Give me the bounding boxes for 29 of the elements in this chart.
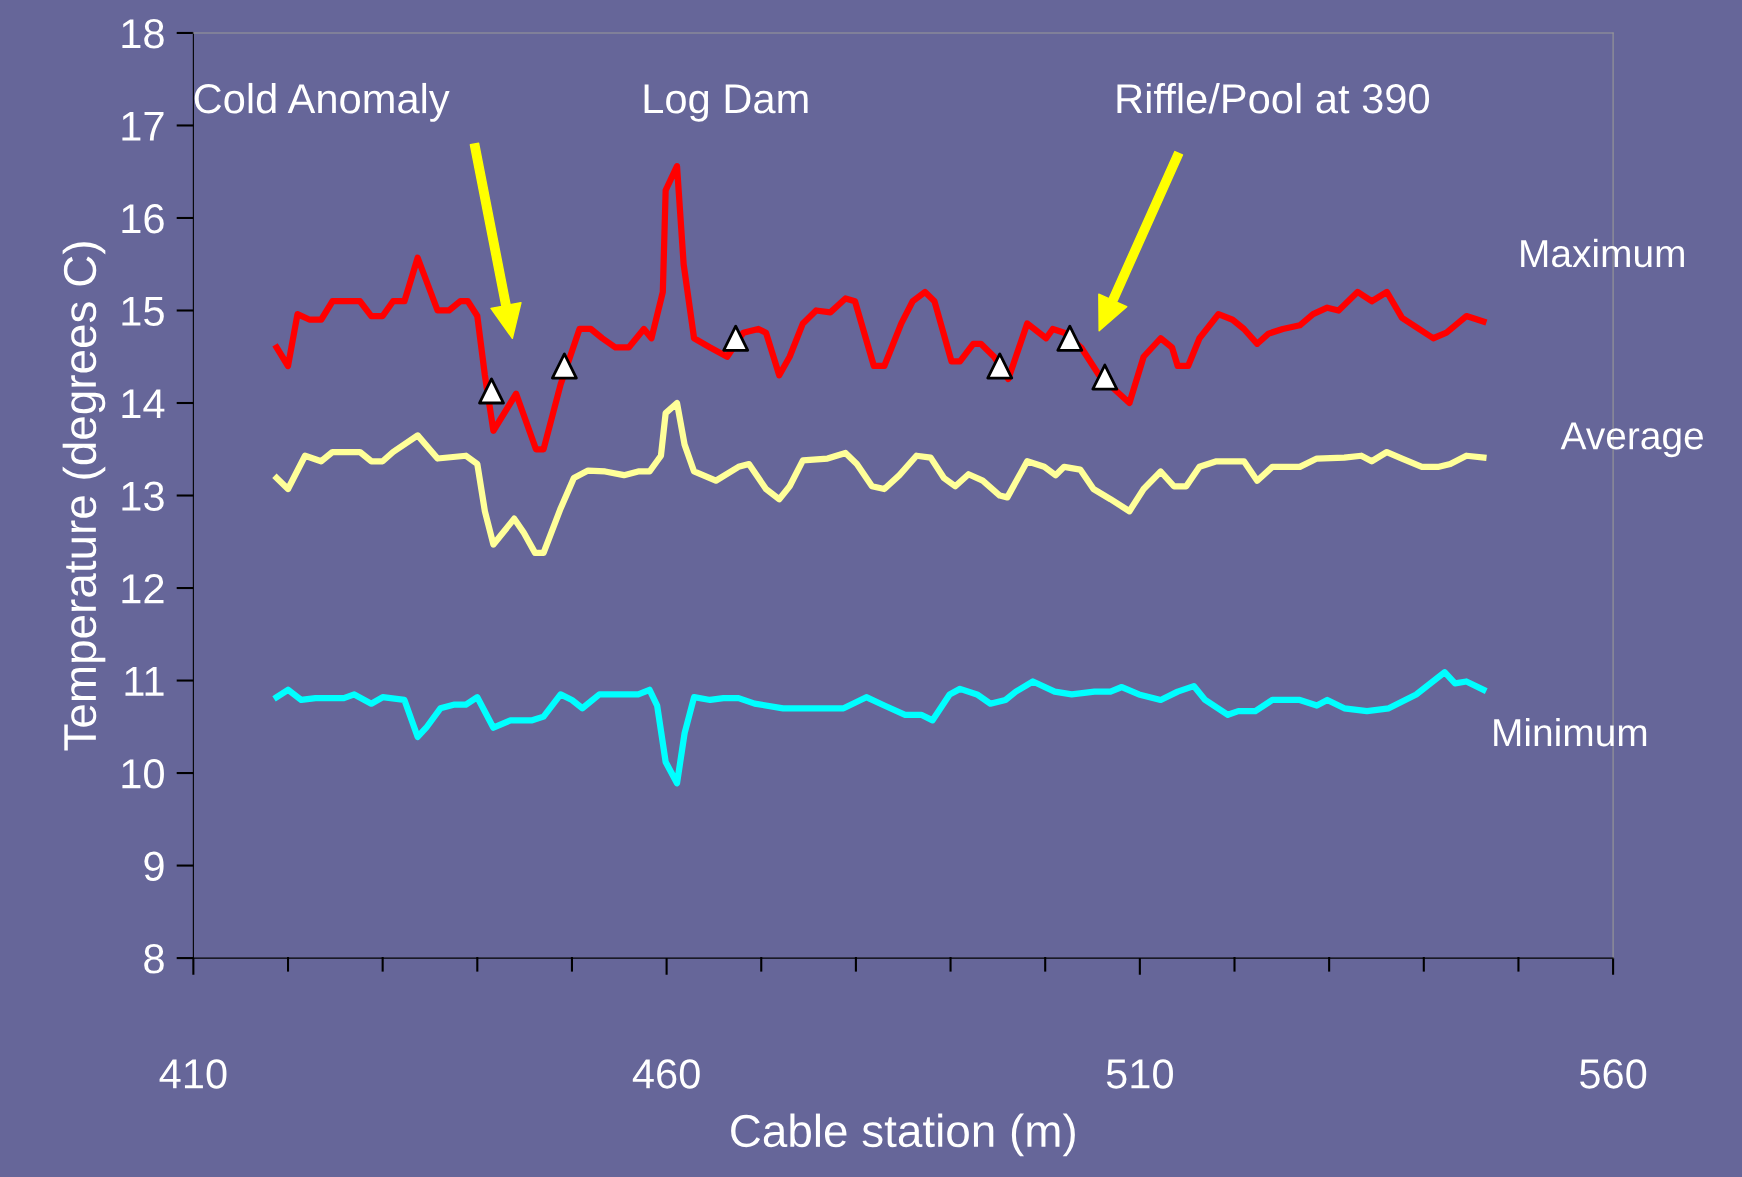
y-tick-label: 16 [122,203,164,234]
point [1091,363,1119,391]
x-tick-label: 410 [159,1059,227,1089]
annotation: Riffle/Pool at 390 [1117,82,1430,114]
x-axis-title: Cable station (m) [731,1113,1075,1157]
point [722,324,750,352]
series-label: Average [1560,422,1703,458]
point [550,352,578,380]
x-tick-label: 510 [1106,1059,1173,1089]
series-label: Maximum [1521,238,1684,268]
annotation: Cold Anomaly [194,82,450,122]
annotation: Log Dam [644,84,808,122]
y-axis-title: Temperature (degrees C) [62,242,106,751]
y-tick-label: 9 [144,851,164,882]
point [478,377,505,405]
point [1056,324,1084,352]
y-tick-label: 11 [125,666,164,696]
y-tick-label: 8 [144,944,164,974]
y-tick-label: 12 [122,574,164,604]
x-tick-label: 460 [632,1059,700,1089]
series-label: Minimum [1494,717,1647,747]
y-tick-label: 15 [122,296,164,326]
y-tick-label: 13 [122,481,164,512]
y-tick-label: 17 [122,111,164,141]
y-tick-label: 10 [122,759,164,789]
point [986,352,1014,380]
y-tick-label: 14 [122,389,165,419]
x-tick-label: 560 [1580,1059,1647,1089]
y-tick-label: 18 [122,18,164,49]
